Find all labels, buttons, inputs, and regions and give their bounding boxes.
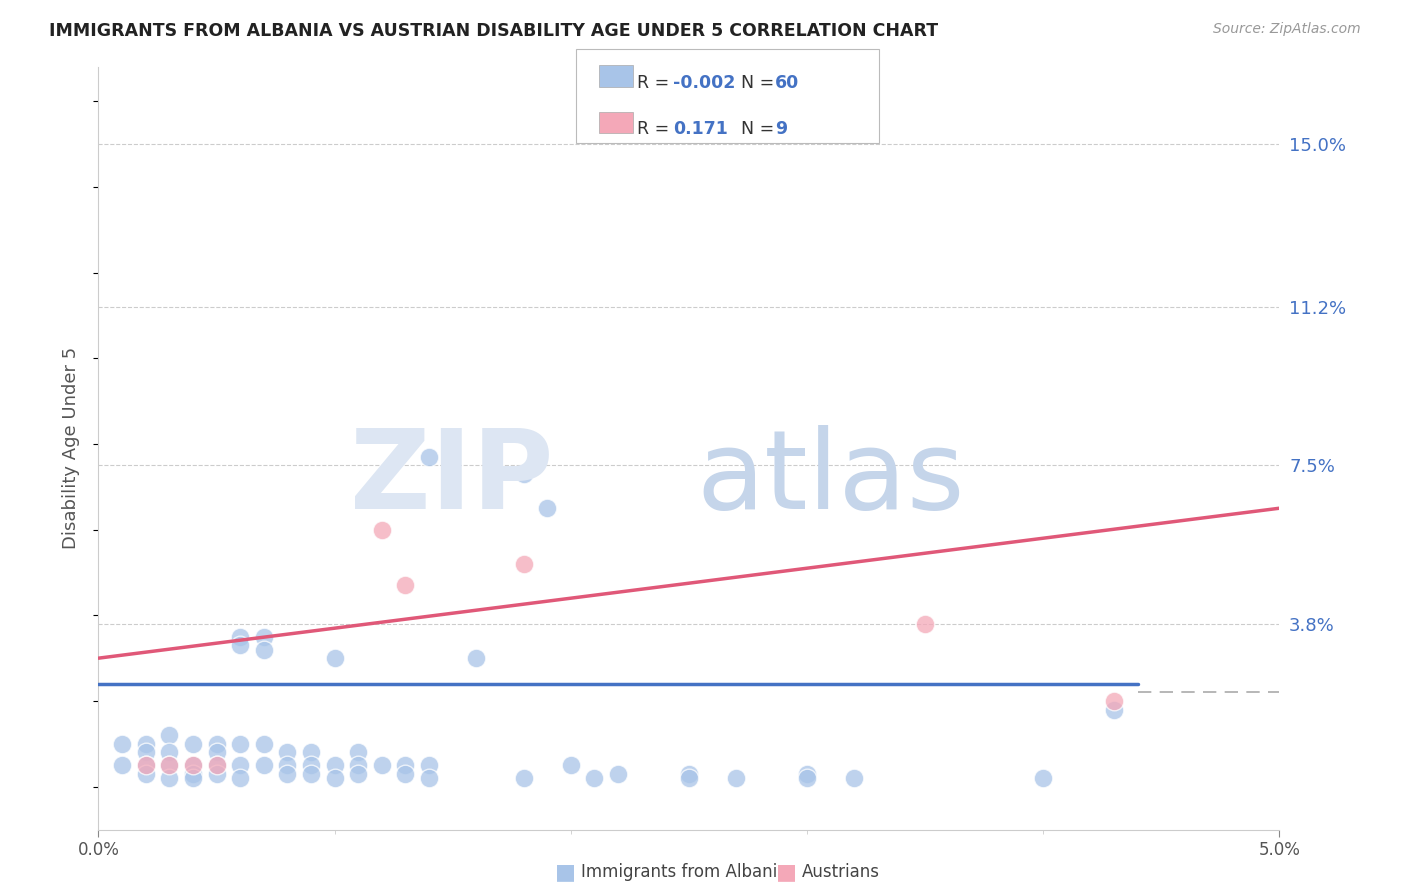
Point bbox=[157, 771, 180, 785]
Point bbox=[135, 746, 157, 760]
Text: R =: R = bbox=[637, 120, 675, 138]
Point bbox=[205, 758, 228, 772]
Point bbox=[607, 767, 630, 781]
Point bbox=[253, 737, 276, 751]
Point bbox=[181, 771, 204, 785]
Point bbox=[347, 746, 370, 760]
Point bbox=[418, 450, 440, 464]
Point bbox=[205, 737, 228, 751]
Point bbox=[205, 746, 228, 760]
Point bbox=[796, 771, 818, 785]
Text: 60: 60 bbox=[775, 74, 799, 92]
Point bbox=[512, 467, 534, 481]
Point bbox=[181, 758, 204, 772]
Point bbox=[418, 758, 440, 772]
Point bbox=[253, 630, 276, 644]
Point bbox=[844, 771, 866, 785]
Point bbox=[205, 758, 228, 772]
Text: atlas: atlas bbox=[696, 425, 965, 533]
Text: ■: ■ bbox=[555, 863, 576, 882]
Point bbox=[299, 758, 322, 772]
Point bbox=[229, 638, 252, 652]
Text: 0.171: 0.171 bbox=[673, 120, 728, 138]
Point bbox=[157, 758, 180, 772]
Point bbox=[111, 758, 134, 772]
Point bbox=[465, 651, 488, 665]
Point bbox=[323, 771, 346, 785]
Y-axis label: Disability Age Under 5: Disability Age Under 5 bbox=[62, 347, 80, 549]
Point bbox=[205, 767, 228, 781]
Point bbox=[299, 746, 322, 760]
Text: N =: N = bbox=[741, 74, 780, 92]
Point bbox=[135, 737, 157, 751]
Text: 9: 9 bbox=[775, 120, 787, 138]
Point bbox=[394, 758, 416, 772]
Point bbox=[299, 767, 322, 781]
Point bbox=[536, 501, 558, 516]
Point bbox=[347, 767, 370, 781]
Point bbox=[394, 578, 416, 592]
Point bbox=[371, 523, 394, 537]
Point bbox=[583, 771, 606, 785]
Point bbox=[135, 758, 157, 772]
Point bbox=[157, 746, 180, 760]
Point bbox=[229, 771, 252, 785]
Point bbox=[725, 771, 748, 785]
Text: R =: R = bbox=[637, 74, 675, 92]
Text: Austrians: Austrians bbox=[801, 863, 879, 881]
Text: Source: ZipAtlas.com: Source: ZipAtlas.com bbox=[1213, 22, 1361, 37]
Point bbox=[1102, 694, 1125, 708]
Point bbox=[229, 737, 252, 751]
Text: -0.002: -0.002 bbox=[673, 74, 735, 92]
Point bbox=[157, 728, 180, 742]
Point bbox=[276, 758, 298, 772]
Point bbox=[135, 767, 157, 781]
Point bbox=[253, 642, 276, 657]
Point bbox=[418, 771, 440, 785]
Text: ZIP: ZIP bbox=[350, 425, 553, 533]
Point bbox=[181, 737, 204, 751]
Point bbox=[394, 767, 416, 781]
Point bbox=[253, 758, 276, 772]
Point bbox=[512, 557, 534, 571]
Point bbox=[1032, 771, 1054, 785]
Point bbox=[229, 758, 252, 772]
Point bbox=[371, 758, 394, 772]
Point bbox=[157, 758, 180, 772]
Point bbox=[181, 767, 204, 781]
Point bbox=[229, 630, 252, 644]
Text: N =: N = bbox=[741, 120, 780, 138]
Point bbox=[678, 771, 700, 785]
Point bbox=[276, 767, 298, 781]
Point bbox=[323, 651, 346, 665]
Text: ■: ■ bbox=[776, 863, 797, 882]
Point bbox=[1102, 703, 1125, 717]
Point bbox=[323, 758, 346, 772]
Text: IMMIGRANTS FROM ALBANIA VS AUSTRIAN DISABILITY AGE UNDER 5 CORRELATION CHART: IMMIGRANTS FROM ALBANIA VS AUSTRIAN DISA… bbox=[49, 22, 938, 40]
Point bbox=[276, 746, 298, 760]
Text: Immigrants from Albania: Immigrants from Albania bbox=[581, 863, 787, 881]
Point bbox=[512, 771, 534, 785]
Point bbox=[796, 767, 818, 781]
Point bbox=[678, 767, 700, 781]
Point bbox=[181, 758, 204, 772]
Point bbox=[914, 616, 936, 631]
Point bbox=[347, 758, 370, 772]
Point bbox=[135, 758, 157, 772]
Point bbox=[111, 737, 134, 751]
Point bbox=[560, 758, 582, 772]
